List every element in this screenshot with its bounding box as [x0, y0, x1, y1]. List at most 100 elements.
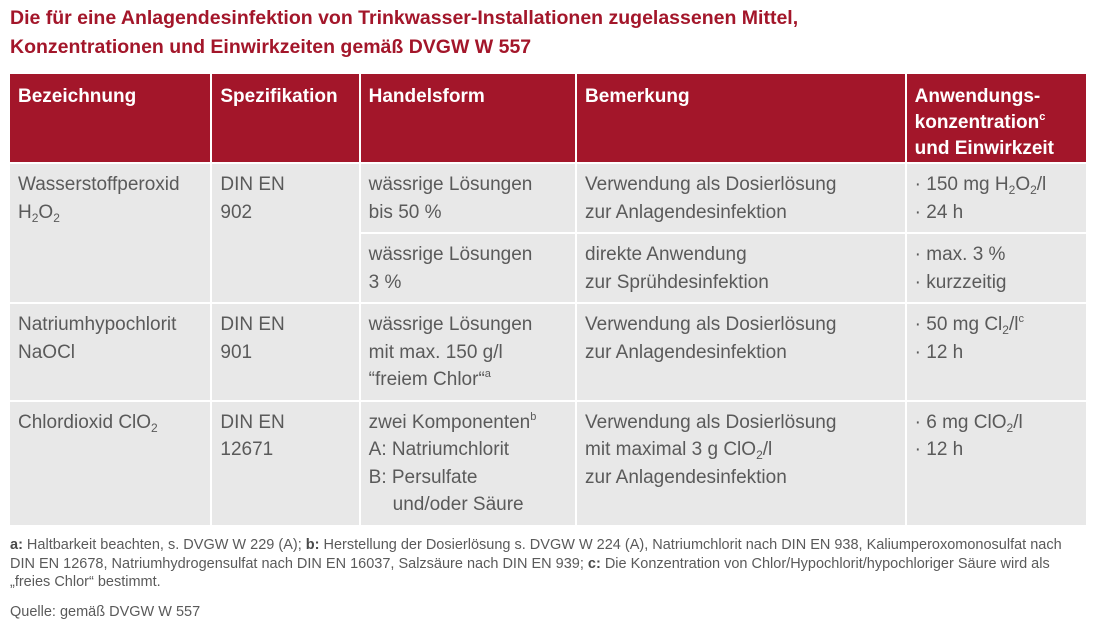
table-row: Chlordioxid ClO2 DIN EN 12671 zwei Kompo…	[10, 401, 1086, 525]
cell-handelsform: wässrige Lösungen bis 50 %	[360, 164, 576, 232]
source-note: Quelle: gemäß DVGW W 557	[10, 604, 201, 620]
table-row: Natriumhypochlorit NaOCl DIN EN 901 wäss…	[10, 304, 1086, 400]
anwendung-text: · 6 mg ClO	[914, 411, 1007, 433]
handelsform-line: “freiem Chlor“a	[369, 366, 567, 394]
anwendung-line: · 24 h	[914, 201, 964, 223]
bemerkung-line: Verwendung als Dosierlösung	[585, 174, 837, 195]
anwendung-text: O	[1015, 174, 1031, 195]
handelsform-line: 3 %	[368, 271, 402, 293]
footnotes: a: Haltbarkeit beachten, s. DVGW W 229 (…	[10, 536, 1090, 592]
agent-name: Wasserstoffperoxid	[18, 174, 180, 195]
footnote-a-text: Haltbarkeit beachten, s. DVGW W 229 (A);	[22, 537, 306, 553]
title-line-1: Die für eine Anlagendesinfektion von Tri…	[10, 7, 799, 29]
table-row: Wasserstoffperoxid H2O2 DIN EN 902 wässr…	[10, 164, 1086, 302]
bemerkung-line: zur Anlagendesinfektion	[585, 466, 787, 488]
anwendung-subscript: 2	[1002, 323, 1009, 337]
footnote-ref-c: c	[1039, 111, 1046, 123]
cell-handelsform: wässrige Lösungen 3 %	[360, 234, 576, 302]
header-anwendung-line2: konzentrationc	[915, 110, 1078, 136]
footnote-c-key: c:	[587, 555, 601, 572]
bemerkung-line: mit maximal 3 g ClO2/l	[585, 436, 897, 464]
anwendung-subscript: 2	[1008, 183, 1016, 197]
formula-part: H	[18, 201, 32, 223]
cell-handelsform: zwei Komponentenb A: Natriumchlorit B: P…	[360, 401, 576, 525]
footnote-a-key: a:	[10, 537, 23, 553]
footnote-ref-c: c	[1018, 313, 1024, 325]
agent-formula: H2O2	[18, 199, 202, 227]
footnote-b-text: Herstellung der Dosierlösung s. DVGW W 2…	[10, 537, 1062, 572]
anwendung-text: /l	[1013, 411, 1023, 433]
handelsform-line: zwei Komponentenb	[369, 409, 567, 437]
cell-bemerkung: direkte Anwendung zur Sprühdesinfektion	[577, 234, 905, 302]
formula-part: O	[38, 201, 54, 223]
cell-bezeichnung: Natriumhypochlorit NaOCl	[10, 304, 211, 400]
spec-line: 12671	[220, 439, 274, 460]
bemerkung-line: Verwendung als Dosierlösung	[585, 314, 837, 335]
anwendung-line: · 50 mg Cl2/lc	[915, 311, 1078, 339]
handelsform-line: wässrige Lösungen	[368, 174, 533, 195]
agent-name: Natriumhypochlorit	[18, 314, 177, 335]
spec-line: 901	[220, 341, 253, 363]
bemerkung-line: zur Sprühdesinfektion	[585, 271, 769, 293]
header-spezifikation: Spezifikation	[212, 74, 359, 162]
header-anwendung-text: konzentration	[914, 112, 1040, 133]
cell-bezeichnung: Chlordioxid ClO2	[10, 401, 211, 525]
handelsform-line: wässrige Lösungen	[368, 244, 533, 265]
anwendung-text: · 150 mg H	[914, 174, 1009, 195]
formula-subscript: 2	[53, 210, 60, 225]
cell-bemerkung: Verwendung als Dosierlösung zur Anlagend…	[577, 304, 905, 400]
spec-line: DIN EN	[220, 411, 285, 433]
footnote-b-key: b:	[305, 537, 320, 553]
cell-anwendung: · 6 mg ClO2/l · 12 h	[906, 401, 1086, 525]
header-row: Bezeichnung Spezifikation Handelsform Be…	[10, 74, 1086, 162]
anwendung-subscript: 2	[1006, 420, 1014, 435]
anwendung-text: /l	[1008, 314, 1019, 335]
anwendung-text: · 50 mg Cl	[914, 314, 1003, 335]
bemerkung-line: zur Anlagendesinfektion	[585, 201, 787, 223]
bemerkung-line: Verwendung als Dosierlösung	[585, 411, 837, 433]
agent-name: Chlordioxid ClO2	[18, 409, 202, 437]
spec-line: DIN EN	[220, 174, 285, 195]
cell-bezeichnung: Wasserstoffperoxid H2O2	[10, 164, 211, 302]
spec-line: 902	[220, 201, 253, 223]
anwendung-line: · max. 3 %	[914, 244, 1006, 265]
handelsform-line: A: Natriumchlorit	[368, 439, 510, 460]
handelsform-text: “freiem Chlor“	[368, 369, 485, 390]
formula-subscript: 2	[31, 210, 39, 225]
bemerkung-text: /l	[762, 439, 773, 460]
cell-spezifikation: DIN EN 12671	[212, 401, 359, 525]
handelsform-line: bis 50 %	[368, 201, 442, 223]
disinfectant-table: Bezeichnung Spezifikation Handelsform Be…	[8, 72, 1088, 527]
header-anwendung-line1: Anwendungs-	[914, 86, 1041, 107]
handelsform-line: und/oder Säure	[392, 494, 524, 515]
anwendung-text: /l	[1036, 174, 1047, 195]
header-bezeichnung: Bezeichnung	[10, 74, 211, 162]
bemerkung-line: zur Anlagendesinfektion	[585, 341, 787, 363]
cell-anwendung: · 50 mg Cl2/lc · 12 h	[906, 304, 1086, 400]
header-handelsform: Handelsform	[360, 74, 576, 162]
header-anwendung-line3: und Einwirkzeit	[914, 138, 1054, 159]
title-line-2: Konzentrationen und Einwirkzeiten gemäß …	[10, 36, 532, 58]
footnote-c-text: Die Konzentration von Chlor/Hypochlorit/…	[10, 555, 1050, 591]
cell-bemerkung: Verwendung als Dosierlösung mit maximal …	[577, 401, 905, 525]
cell-spezifikation: DIN EN 902	[212, 164, 359, 302]
anwendung-line: · 12 h	[914, 341, 964, 363]
spec-line: DIN EN	[220, 314, 285, 335]
anwendung-line: · kurzzeitig	[914, 271, 1007, 293]
header-anwendung: Anwendungs- konzentrationc und Einwirkze…	[906, 74, 1086, 162]
handelsform-line: B: Persulfate	[368, 466, 478, 488]
cell-spezifikation: DIN EN 901	[212, 304, 359, 400]
table-row: wässrige Lösungen 3 % direkte Anwendung …	[10, 234, 1086, 302]
cell-anwendung: · 150 mg H2O2/l · 24 h	[906, 164, 1086, 232]
cell-bemerkung: Verwendung als Dosierlösung zur Anlagend…	[577, 164, 905, 232]
bemerkung-subscript: 2	[756, 448, 763, 462]
table-title: Die für eine Anlagendesinfektion von Tri…	[10, 4, 1090, 62]
anwendung-line: · 12 h	[914, 439, 964, 460]
anwendung-line: · 6 mg ClO2/l	[915, 409, 1078, 437]
bemerkung-text: mit maximal 3 g ClO	[585, 439, 757, 460]
agent-formula: NaOCl	[18, 341, 76, 363]
anwendung-subscript: 2	[1030, 183, 1037, 197]
header-bemerkung: Bemerkung	[577, 74, 905, 162]
handelsform-text: zwei Komponenten	[368, 411, 531, 433]
bemerkung-line: direkte Anwendung	[585, 244, 747, 265]
